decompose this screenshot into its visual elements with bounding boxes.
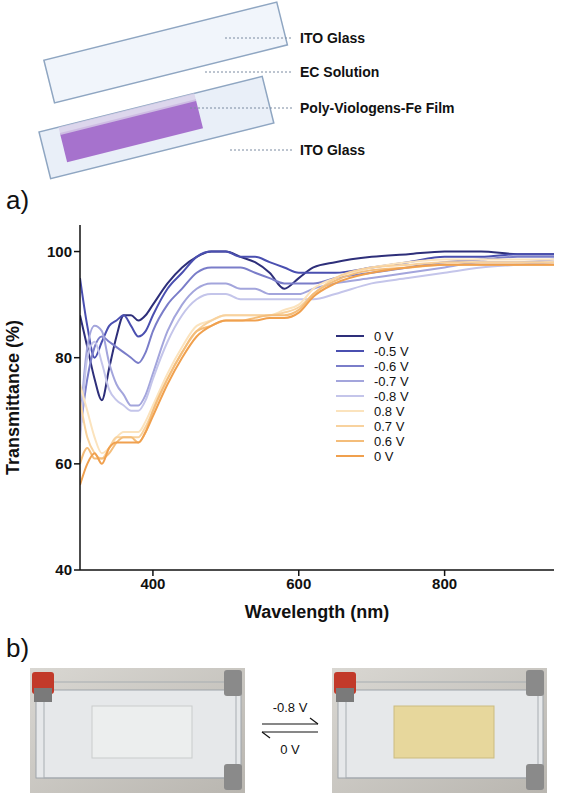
html-text:0.8 V: 0.8 V	[374, 403, 405, 419]
svg-text:600: 600	[286, 575, 311, 592]
svg-text:0 V: 0 V	[280, 742, 300, 757]
html-text:-0.6 V: -0.6 V	[374, 358, 409, 374]
svg-text:EC Solution: EC Solution	[300, 64, 379, 80]
svg-text:Wavelength (nm): Wavelength (nm)	[245, 602, 389, 622]
html-text:0 V: 0 V	[374, 448, 394, 464]
html-text:0.7 V: 0.7 V	[374, 418, 405, 434]
svg-text:80: 80	[55, 349, 72, 366]
svg-text:100: 100	[47, 243, 72, 260]
html-text:0.6 V: 0.6 V	[374, 433, 405, 449]
svg-text:-0.8 V: -0.8 V	[273, 700, 308, 715]
html-text:-0.8 V: -0.8 V	[374, 388, 409, 404]
svg-text:800: 800	[432, 575, 457, 592]
html-text:-0.7 V: -0.7 V	[374, 373, 409, 389]
svg-text:Poly-Viologens-Fe Film: Poly-Viologens-Fe Film	[300, 100, 455, 116]
svg-text:400: 400	[140, 575, 165, 592]
html-text:0 V: 0 V	[374, 328, 394, 344]
svg-text:Transmittance (%): Transmittance (%)	[3, 320, 23, 475]
svg-text:ITO Glass: ITO Glass	[300, 142, 365, 158]
svg-text:ITO Glass: ITO Glass	[300, 30, 365, 46]
html-text:b): b)	[6, 633, 30, 663]
svg-text:60: 60	[55, 455, 72, 472]
html-text:-0.5 V: -0.5 V	[374, 343, 409, 359]
svg-text:40: 40	[55, 561, 72, 578]
html-text:a): a)	[6, 185, 30, 215]
